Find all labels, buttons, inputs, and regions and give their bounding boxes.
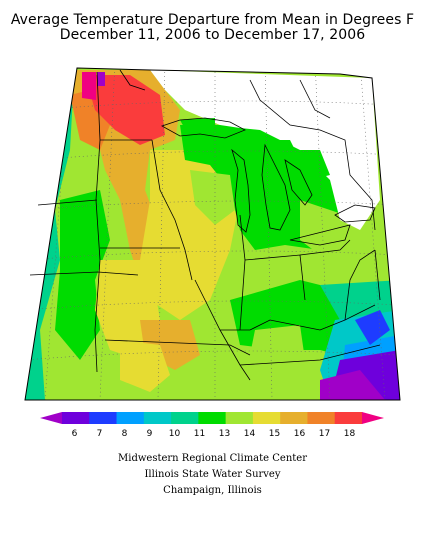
map-title-line-2: December 11, 2006 to December 17, 2006 [59, 27, 366, 43]
legend-swatch [252, 412, 281, 424]
legend-tick-label: 9 [147, 429, 153, 439]
legend-tick-label: 7 [97, 429, 103, 439]
legend-tick-label: 6 [72, 429, 78, 439]
legend-tick-label: 13 [219, 429, 230, 439]
legend-swatch [307, 412, 336, 424]
lake-coastlines [119, 69, 376, 246]
legend-swatch [116, 412, 145, 424]
legend-tick-label: 15 [269, 429, 280, 439]
legend-tick-label: 17 [319, 429, 330, 439]
legend-swatch [280, 412, 308, 424]
legend-swatch [89, 412, 118, 424]
legend-tick-label: 14 [244, 429, 256, 439]
legend-swatch [62, 412, 90, 424]
credit-line-2: Illinois State Water Survey [144, 469, 281, 480]
legend-tick-label: 11 [194, 429, 205, 439]
legend-swatch [40, 412, 62, 424]
color-legend: 6 7 8 9 10 11 13 14 15 16 17 18 [40, 412, 384, 439]
map-title-line-1: Average Temperature Departure from Mean … [10, 12, 415, 28]
legend-swatch [334, 412, 363, 424]
state-boundaries [29, 71, 381, 381]
legend-swatch [225, 412, 254, 424]
credit-line-1: Midwestern Regional Climate Center [118, 453, 307, 464]
legend-tick-label: 10 [169, 429, 181, 439]
legend-swatch [171, 412, 199, 424]
legend-tick-label: 8 [122, 429, 128, 439]
legend-tick-label: 16 [294, 429, 306, 439]
legend-swatch [362, 412, 384, 424]
legend-swatch [143, 412, 172, 424]
credit-line-3: Champaign, Illinois [163, 485, 262, 496]
legend-swatch [198, 412, 227, 424]
legend-tick-label: 18 [344, 429, 356, 439]
map-frame [24, 67, 401, 401]
